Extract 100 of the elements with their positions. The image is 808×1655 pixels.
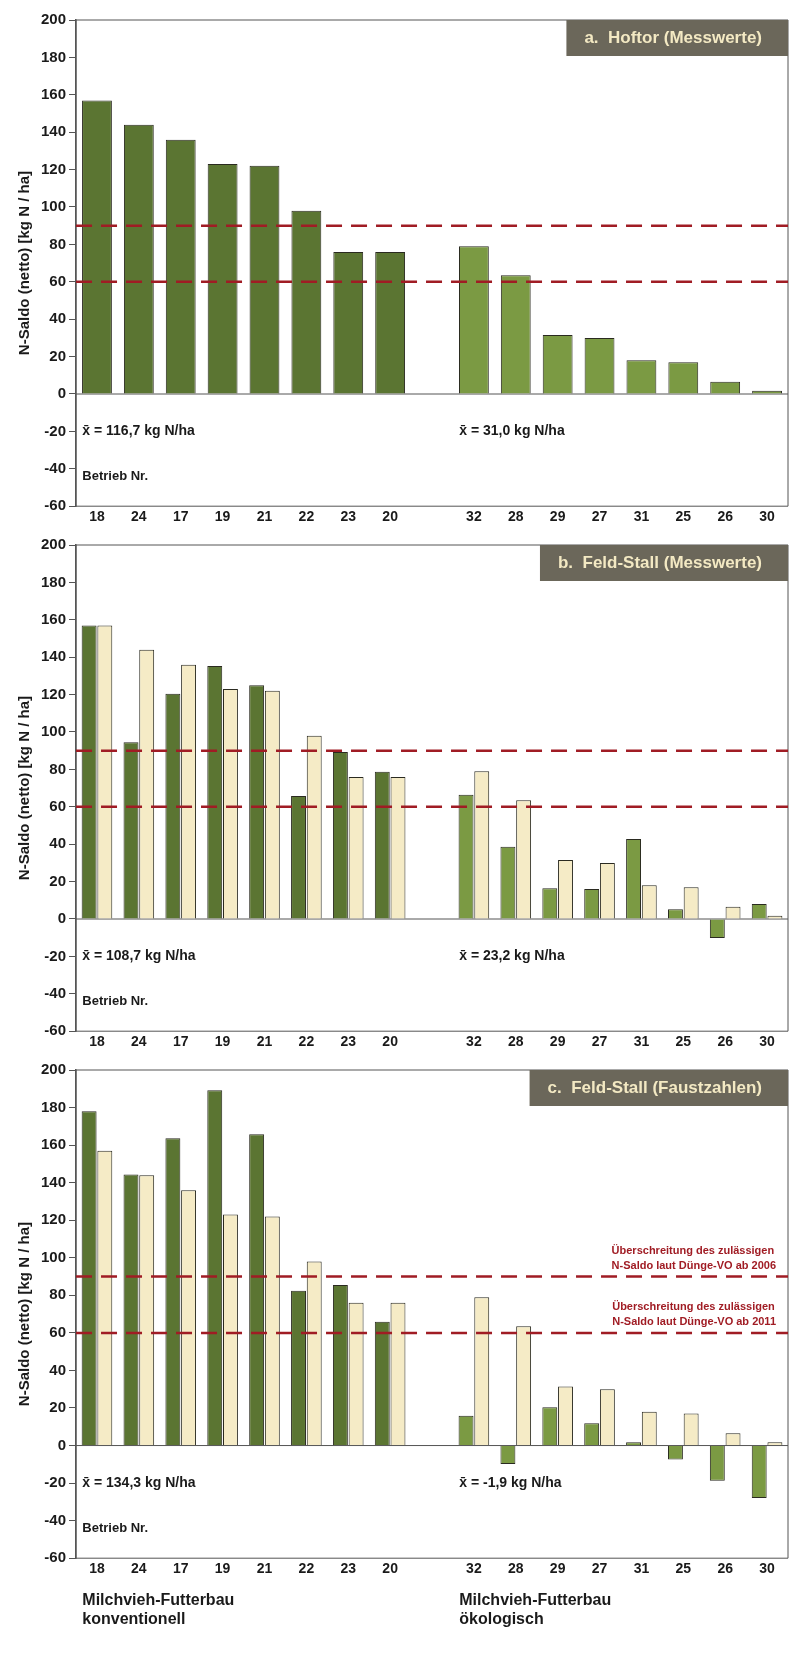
text: a. Hoftor (Messwerte): [584, 27, 763, 47]
x-tick-label: 25: [675, 1560, 692, 1577]
annotation: x̄ = 31,0 kg N/ha: [459, 422, 565, 439]
y-tick-label: 0: [57, 909, 67, 927]
x-tick-label: 32: [466, 1560, 482, 1577]
x-tick-label: 26: [717, 1560, 734, 1577]
annotation: x̄ = 116,7 kg N/ha: [82, 422, 195, 439]
y-tick-label: 160: [41, 1135, 67, 1153]
y-tick-label: 20: [49, 346, 67, 364]
text: Milchvieh-Futterbau ökologisch: [459, 1590, 612, 1627]
x-tick-label: 27: [591, 508, 608, 525]
y-tick-label: -60: [44, 1021, 67, 1039]
y-tick-label: 140: [41, 647, 67, 665]
y-tick-label: -60: [44, 1548, 67, 1566]
y-tick-label: 200: [41, 535, 67, 553]
y-tick-label: -40: [44, 1510, 67, 1528]
y-tick-label: 200: [41, 1060, 67, 1078]
x-tick-label: 24: [131, 1560, 147, 1577]
y-tick-label: 0: [57, 384, 67, 402]
ref-line-label: Überschreitung des zulässigen N-Saldo laut Dünge-VO ab 2011: [612, 1300, 777, 1328]
x-tick-label: 22: [298, 508, 315, 525]
y-tick-label: 180: [41, 47, 67, 65]
y-tick-label: 140: [41, 1172, 67, 1190]
y-tick-label: 100: [41, 197, 67, 215]
annotation: Betrieb Nr.: [82, 992, 149, 1008]
x-tick-label: 29: [549, 1560, 566, 1577]
x-tick-label: 28: [507, 508, 524, 525]
y-tick-label: 40: [49, 1360, 67, 1378]
y-tick-label: 80: [49, 759, 67, 777]
x-tick-label: 19: [214, 508, 231, 525]
y-tick-label: -20: [44, 1473, 67, 1491]
y-tick-label: 20: [49, 871, 67, 889]
y-tick-label: 0: [57, 1435, 67, 1453]
y-axis-title: N-Saldo (netto) [kg N / ha]: [15, 1222, 33, 1407]
y-tick-label: 180: [41, 1097, 67, 1115]
x-tick-label: 32: [466, 1033, 482, 1050]
x-tick-label: 22: [298, 1033, 315, 1050]
y-tick-label: 60: [49, 796, 67, 814]
x-tick-label: 27: [591, 1560, 608, 1577]
x-tick-label: 28: [507, 1033, 524, 1050]
x-tick-label: 19: [214, 1560, 231, 1577]
x-tick-label: 29: [549, 1033, 566, 1050]
y-tick-label: 80: [49, 1285, 67, 1303]
x-tick-label: 30: [759, 1033, 776, 1050]
y-tick-label: 120: [41, 684, 67, 702]
x-tick-label: 24: [131, 508, 147, 525]
y-tick-label: 120: [41, 1210, 67, 1228]
x-tick-label: 20: [382, 1033, 399, 1050]
y-tick-label: -20: [44, 421, 67, 439]
x-tick-label: 30: [759, 1560, 776, 1577]
x-tick-label: 21: [256, 1033, 273, 1050]
y-axis-title: N-Saldo (netto) [kg N / ha]: [15, 171, 33, 356]
x-tick-label: 19: [214, 1033, 231, 1050]
annotation: x̄ = 134,3 kg N/ha: [82, 1473, 196, 1490]
x-tick-label: 23: [340, 1560, 357, 1577]
y-tick-label: 160: [41, 609, 67, 627]
text: Milchvieh-Futterbau konventionell: [82, 1590, 235, 1627]
y-tick-label: 200: [41, 10, 67, 28]
y-tick-label: 20: [49, 1398, 67, 1416]
annotation: Betrieb Nr.: [82, 467, 149, 483]
x-tick-label: 24: [131, 1033, 147, 1050]
text: c. Feld-Stall (Faustzahlen): [547, 1077, 762, 1097]
x-tick-label: 22: [298, 1560, 315, 1577]
x-tick-label: 17: [172, 1560, 189, 1577]
text: b. Feld-Stall (Messwerte): [557, 552, 763, 572]
annotation: x̄ = 108,7 kg N/ha: [82, 947, 196, 964]
y-tick-label: 180: [41, 572, 67, 590]
x-tick-label: 26: [717, 508, 734, 525]
x-tick-label: 18: [89, 1560, 105, 1577]
x-tick-label: 27: [591, 1033, 608, 1050]
x-tick-label: 26: [717, 1033, 734, 1050]
ref-line-label: Überschreitung des zulässigen N-Saldo laut Dünge-VO ab 2006: [611, 1244, 776, 1272]
x-tick-label: 21: [256, 1560, 273, 1577]
y-tick-label: -20: [44, 946, 67, 964]
x-tick-label: 25: [675, 508, 692, 525]
x-tick-label: 23: [340, 508, 357, 525]
annotation: x̄ = 23,2 kg N/ha: [459, 947, 565, 964]
y-tick-label: 160: [41, 84, 67, 102]
y-axis-title: N-Saldo (netto) [kg N / ha]: [15, 696, 33, 881]
x-tick-label: 31: [633, 1560, 650, 1577]
x-tick-label: 18: [89, 508, 105, 525]
annotation: x̄ = -1,9 kg N/ha: [459, 1473, 562, 1490]
x-tick-label: 28: [507, 1560, 524, 1577]
y-tick-label: 100: [41, 1247, 67, 1265]
y-tick-label: 60: [49, 1323, 67, 1341]
y-tick-label: 100: [41, 722, 67, 740]
x-tick-label: 23: [340, 1033, 357, 1050]
y-tick-label: 40: [49, 309, 67, 327]
x-tick-label: 31: [633, 1033, 650, 1050]
x-tick-label: 21: [256, 508, 273, 525]
y-tick-label: 60: [49, 271, 67, 289]
y-tick-label: 40: [49, 834, 67, 852]
y-tick-label: 140: [41, 122, 67, 140]
y-tick-label: -60: [44, 496, 67, 514]
x-tick-label: 29: [549, 508, 566, 525]
x-tick-label: 32: [466, 508, 482, 525]
x-tick-label: 25: [675, 1033, 692, 1050]
y-tick-label: 80: [49, 234, 67, 252]
x-tick-label: 20: [382, 508, 399, 525]
x-tick-label: 17: [172, 508, 189, 525]
